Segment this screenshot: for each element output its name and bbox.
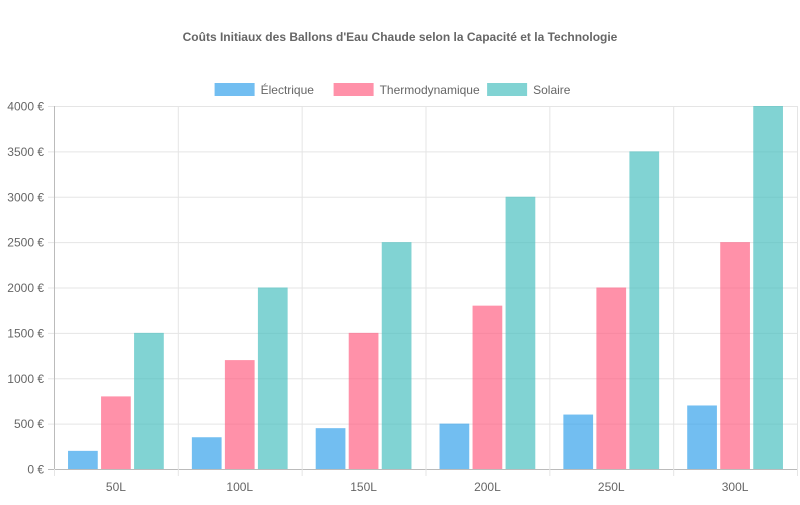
y-tick-label: 3000 €	[7, 190, 44, 204]
x-tick-label: 250L	[598, 480, 625, 494]
legend-label: Thermodynamique	[380, 83, 480, 97]
axes: 0 € 500 € 1000 € 1500 € 2000 € 2500 € 3000 € 35…	[7, 100, 748, 495]
bar-solaire-150L	[381, 242, 412, 469]
bar-thermodynamique-200L	[472, 305, 503, 469]
x-tick-label: 200L	[474, 480, 501, 494]
bar-solaire-100L	[257, 287, 288, 469]
bar-électrique-200L	[439, 423, 470, 469]
chart-title: Coûts Initiaux des Ballons d'Eau Chaude …	[183, 30, 618, 44]
bar-solaire-300L	[753, 106, 783, 469]
bar-électrique-50L	[68, 450, 98, 469]
bar-thermodynamique-300L	[720, 242, 750, 469]
bar-électrique-100L	[191, 437, 222, 469]
legend-swatch	[333, 83, 374, 96]
bar-thermodynamique-50L	[101, 396, 131, 469]
y-tick-label: 3500 €	[7, 145, 44, 159]
legend: Électrique Thermodynamique Solaire	[214, 82, 571, 97]
y-tick-label: 4000 €	[7, 100, 44, 114]
bars	[68, 106, 783, 469]
grid	[48, 106, 798, 476]
y-tick-label: 0 €	[27, 463, 44, 477]
bar-solaire-250L	[629, 151, 660, 469]
bar-électrique-150L	[315, 428, 346, 469]
bar-thermodynamique-100L	[224, 360, 255, 469]
legend-label: Solaire	[533, 83, 571, 97]
legend-swatch	[214, 83, 255, 96]
legend-label: Électrique	[261, 82, 315, 97]
x-tick-label: 150L	[350, 480, 377, 494]
x-tick-label: 300L	[722, 480, 749, 494]
y-tick-label: 2500 €	[7, 236, 44, 250]
y-tick-label: 1000 €	[7, 372, 44, 386]
x-tick-label: 100L	[226, 480, 253, 494]
bar-thermodynamique-250L	[596, 287, 627, 469]
bar-électrique-250L	[563, 414, 594, 469]
y-tick-label: 500 €	[14, 417, 44, 431]
bar-électrique-300L	[687, 405, 717, 469]
bar-solaire-50L	[134, 332, 164, 469]
y-tick-label: 1500 €	[7, 326, 44, 340]
legend-swatch	[487, 83, 528, 96]
y-tick-label: 2000 €	[7, 281, 44, 295]
bar-solaire-200L	[505, 196, 536, 469]
bar-thermodynamique-150L	[348, 332, 379, 469]
x-tick-label: 50L	[106, 480, 126, 494]
